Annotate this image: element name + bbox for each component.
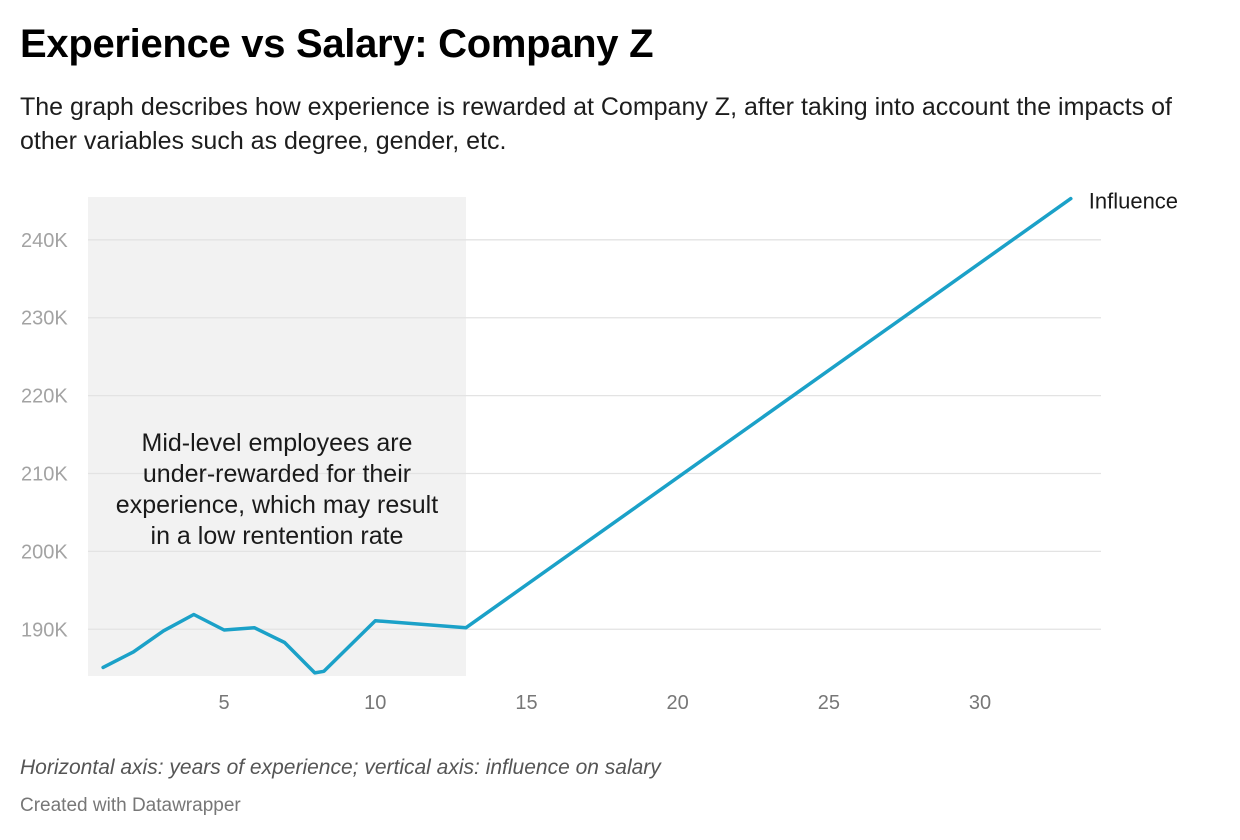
gridlines <box>88 239 1101 630</box>
x-tick-label: 5 <box>219 692 230 714</box>
y-tick-label: 230K <box>21 308 68 330</box>
x-tick-label: 30 <box>969 692 991 714</box>
data-point <box>373 619 377 623</box>
data-point <box>222 628 226 632</box>
annotation-line: experience, which may result <box>116 491 438 519</box>
chart-notes: Horizontal axis: years of experience; ve… <box>20 756 661 779</box>
data-point <box>252 626 256 630</box>
y-tick-label: 240K <box>21 230 68 252</box>
annotation-line: under-rewarded for their <box>143 460 411 488</box>
y-axis: 190K 200K 210K 220K 230K 240K <box>21 230 68 641</box>
annotation-line: in a low rentention rate <box>151 522 404 550</box>
y-tick-label: 210K <box>21 463 68 485</box>
x-tick-label: 10 <box>364 692 386 714</box>
data-point <box>192 612 196 616</box>
chart-title: Experience vs Salary: Company Z <box>20 22 654 66</box>
data-point <box>464 626 468 630</box>
x-tick-label: 25 <box>818 692 840 714</box>
series-label: Influence <box>1089 189 1178 214</box>
y-tick-label: 200K <box>21 541 68 563</box>
series-line-influence <box>101 196 1073 675</box>
data-point <box>283 641 287 645</box>
byline: Created with Datawrapper <box>20 795 241 816</box>
x-axis: 5 10 15 20 25 30 <box>219 692 992 714</box>
data-point <box>131 650 135 654</box>
data-point <box>322 669 326 673</box>
chart-subtitle: The graph describes how experience is re… <box>20 93 1172 155</box>
data-point <box>101 665 105 669</box>
highlight-band <box>88 197 466 676</box>
data-point <box>162 629 166 633</box>
line-chart: 190K 200K 210K 220K 230K 240K 5 10 15 20 25 30 Mid… <box>21 189 1178 714</box>
data-point <box>313 671 317 675</box>
y-tick-label: 190K <box>21 619 68 641</box>
x-tick-label: 20 <box>667 692 689 714</box>
annotation: Mid-level employees are under-rewarded fo… <box>116 429 438 550</box>
data-point <box>1069 197 1073 201</box>
annotation-line: Mid-level employees are <box>142 429 413 457</box>
y-tick-label: 220K <box>21 386 68 408</box>
x-tick-label: 15 <box>515 692 537 714</box>
